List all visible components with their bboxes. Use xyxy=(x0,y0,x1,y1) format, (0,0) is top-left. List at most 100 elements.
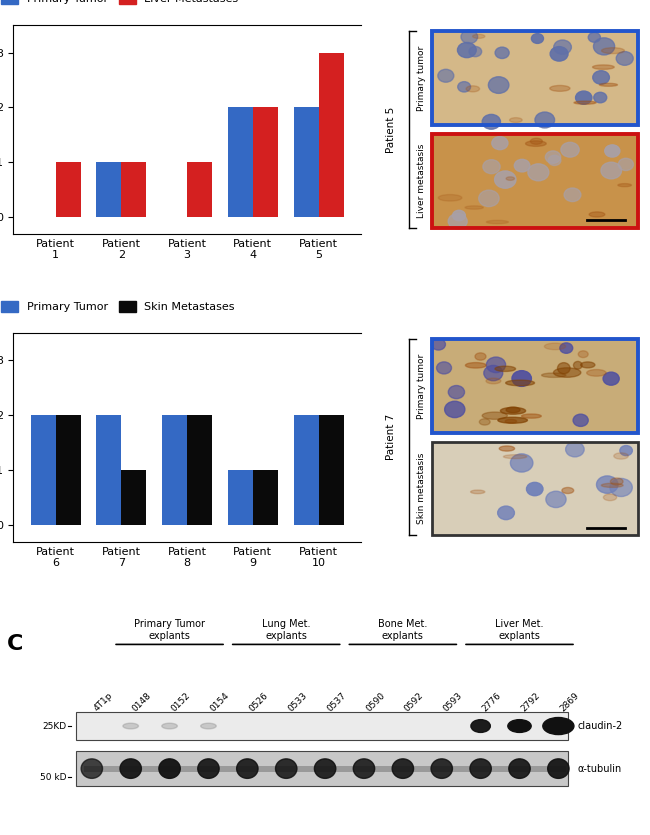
Circle shape xyxy=(618,159,633,170)
Circle shape xyxy=(437,362,452,374)
Circle shape xyxy=(566,442,584,457)
Circle shape xyxy=(458,43,476,58)
Text: Skin metastasis: Skin metastasis xyxy=(417,453,426,524)
Ellipse shape xyxy=(438,195,462,201)
Ellipse shape xyxy=(548,759,569,778)
Text: α-tubulin: α-tubulin xyxy=(577,764,621,773)
Ellipse shape xyxy=(589,212,605,217)
Ellipse shape xyxy=(601,48,625,53)
Text: 0533: 0533 xyxy=(286,691,309,713)
FancyBboxPatch shape xyxy=(76,751,568,787)
Ellipse shape xyxy=(475,353,486,360)
Ellipse shape xyxy=(162,723,177,729)
FancyBboxPatch shape xyxy=(84,766,566,772)
Circle shape xyxy=(498,506,514,519)
Circle shape xyxy=(535,112,554,128)
Ellipse shape xyxy=(610,478,623,485)
Bar xyxy=(294,415,318,525)
Ellipse shape xyxy=(506,380,534,386)
Circle shape xyxy=(495,47,509,58)
Circle shape xyxy=(564,188,581,201)
Ellipse shape xyxy=(198,759,219,778)
Ellipse shape xyxy=(392,759,413,778)
Text: 4T1p: 4T1p xyxy=(92,691,114,713)
Circle shape xyxy=(478,190,499,206)
Ellipse shape xyxy=(431,759,452,778)
Bar xyxy=(187,162,212,217)
Ellipse shape xyxy=(587,370,606,377)
Ellipse shape xyxy=(574,101,596,104)
Circle shape xyxy=(512,371,532,387)
Ellipse shape xyxy=(354,759,374,778)
Text: 0148: 0148 xyxy=(131,691,153,713)
Circle shape xyxy=(482,114,500,129)
Circle shape xyxy=(588,33,601,43)
Bar xyxy=(228,470,253,525)
Circle shape xyxy=(573,414,588,427)
Circle shape xyxy=(575,91,592,104)
Ellipse shape xyxy=(500,407,526,414)
Text: 0526: 0526 xyxy=(248,691,270,713)
Text: 50 kD: 50 kD xyxy=(40,773,66,782)
Circle shape xyxy=(603,372,619,385)
Bar xyxy=(228,108,253,217)
Circle shape xyxy=(532,33,543,43)
Ellipse shape xyxy=(201,723,216,729)
Circle shape xyxy=(593,71,610,84)
Ellipse shape xyxy=(482,412,508,419)
Text: Liver metastasis: Liver metastasis xyxy=(417,144,426,218)
Ellipse shape xyxy=(466,86,480,92)
Ellipse shape xyxy=(521,414,541,418)
Circle shape xyxy=(604,144,620,157)
Circle shape xyxy=(452,210,465,220)
Ellipse shape xyxy=(471,490,485,493)
Bar xyxy=(122,162,146,217)
Ellipse shape xyxy=(470,759,491,778)
Ellipse shape xyxy=(465,362,486,368)
Circle shape xyxy=(495,171,516,188)
Bar xyxy=(187,415,212,525)
Text: 0152: 0152 xyxy=(170,691,192,713)
FancyBboxPatch shape xyxy=(432,134,638,228)
Circle shape xyxy=(610,478,632,497)
Ellipse shape xyxy=(498,418,527,423)
Circle shape xyxy=(554,40,571,54)
Ellipse shape xyxy=(526,141,546,146)
Text: C: C xyxy=(6,634,23,654)
Ellipse shape xyxy=(541,373,566,377)
Ellipse shape xyxy=(530,139,542,144)
Circle shape xyxy=(445,402,465,418)
Ellipse shape xyxy=(465,206,484,210)
FancyBboxPatch shape xyxy=(432,442,638,535)
Circle shape xyxy=(510,454,533,472)
Text: Patient 7: Patient 7 xyxy=(385,414,396,460)
Circle shape xyxy=(528,164,549,181)
Circle shape xyxy=(561,142,579,157)
Ellipse shape xyxy=(618,184,631,187)
Circle shape xyxy=(448,386,465,398)
Circle shape xyxy=(461,30,478,43)
Text: 2792: 2792 xyxy=(519,691,542,713)
Circle shape xyxy=(458,82,471,92)
Ellipse shape xyxy=(510,118,522,123)
Ellipse shape xyxy=(81,759,103,778)
Ellipse shape xyxy=(503,455,527,458)
Ellipse shape xyxy=(573,362,582,369)
Ellipse shape xyxy=(315,759,336,778)
Ellipse shape xyxy=(553,367,581,377)
Circle shape xyxy=(438,69,454,82)
Text: Primary Tumor
explants: Primary Tumor explants xyxy=(134,620,205,641)
Ellipse shape xyxy=(593,65,614,69)
Text: 2869: 2869 xyxy=(558,691,581,713)
Circle shape xyxy=(593,93,606,103)
FancyBboxPatch shape xyxy=(432,32,638,125)
Text: Liver Met.
explants: Liver Met. explants xyxy=(495,620,544,641)
FancyBboxPatch shape xyxy=(76,711,568,740)
Ellipse shape xyxy=(486,220,508,224)
Ellipse shape xyxy=(543,717,574,735)
Legend: Primary Tumor, Liver Metastases: Primary Tumor, Liver Metastases xyxy=(1,0,239,4)
Ellipse shape xyxy=(505,419,517,423)
Circle shape xyxy=(486,357,506,372)
Text: Primary tumor: Primary tumor xyxy=(417,353,426,419)
Circle shape xyxy=(483,159,500,174)
